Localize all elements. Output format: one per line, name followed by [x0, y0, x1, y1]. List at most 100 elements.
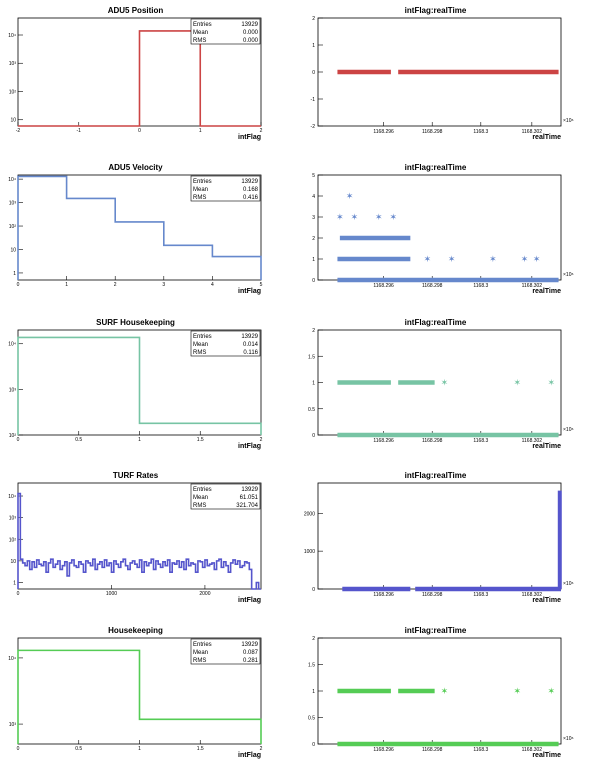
x-axis-label: intFlag	[238, 134, 261, 141]
histogram-line	[18, 30, 261, 127]
y-tick-label: 10²	[9, 433, 17, 439]
stats-mean-value: 0.087	[243, 650, 259, 656]
chart-title: intFlag:realTime	[405, 626, 467, 635]
y-tick-label: -2	[311, 124, 316, 130]
y-tick-label: 1.5	[308, 663, 315, 669]
x-tick-label: 1168.298	[422, 747, 443, 753]
x-axis-label: realTime	[532, 752, 561, 759]
x-tick-label: 0	[138, 128, 141, 134]
x-tick-label: 1168.296	[373, 747, 394, 753]
stats-box: Entries 13929 Mean 0.000 RMS 0.000	[190, 18, 261, 45]
x-axis-exponent: ×10⁶	[563, 118, 574, 124]
y-tick-label: 2	[312, 328, 315, 334]
histogram-line	[17, 175, 262, 280]
y-tick-label: 0.5	[308, 407, 315, 413]
y-tick-label: 2	[312, 16, 315, 22]
x-tick-label: 1168.296	[373, 283, 394, 289]
stats-rms-label: RMS	[193, 658, 206, 664]
stats-entries-value: 13929	[241, 179, 258, 185]
stats-box: Entries 13929 Mean 0.087 RMS 0.281	[190, 638, 261, 665]
chart-adu5-position: ADU5 Position intFlag -2 -1 0 1 2 10 10² 10³ 10⁴ En…	[8, 6, 262, 141]
y-tick-label: 1000	[304, 549, 315, 555]
chart-title: intFlag:realTime	[405, 163, 467, 172]
x-axis-label: realTime	[532, 597, 561, 604]
x-tick-label: 1168.302	[522, 283, 543, 289]
stats-rms-value: 321.704	[236, 503, 258, 509]
chart-title: intFlag:realTime	[405, 318, 467, 327]
chart-title: Housekeeping	[108, 626, 163, 635]
x-axis-exponent: ×10⁶	[563, 581, 574, 587]
stats-box-frame	[190, 175, 261, 202]
x-tick-label: 4	[211, 282, 214, 288]
chart-title: SURF Housekeeping	[96, 318, 175, 327]
stats-mean-label: Mean	[193, 650, 208, 656]
stats-rms-label: RMS	[193, 38, 206, 44]
y-tick-label: 10⁴	[8, 656, 16, 662]
x-axis-label: intFlag	[238, 443, 261, 450]
stats-mean-label: Mean	[193, 30, 208, 36]
stats-rms-value: 0.116	[243, 350, 258, 356]
star-marker: ✶	[521, 255, 529, 265]
y-tick-label: 1.5	[308, 354, 315, 360]
stats-entries-label: Entries	[193, 22, 212, 28]
y-tick-label: 0	[312, 587, 315, 593]
stats-box: Entries 13929 Mean 61.051 RMS 321.704	[190, 483, 261, 510]
star-marker: ✶	[336, 213, 344, 223]
chart-title: TURF Rates	[113, 471, 159, 480]
x-tick-label: 1168.298	[422, 129, 443, 135]
x-tick-label: 1168.296	[373, 438, 394, 444]
x-tick-label: 1168.302	[522, 592, 543, 598]
chart-turf-rates: TURF Rates intFlag 0 1000 2000 1 10 10² 10³ 10⁴ En…	[8, 471, 262, 604]
y-tick-label: 10	[10, 559, 16, 565]
star-marker: ✶	[424, 255, 432, 265]
stats-mean-value: 0.168	[243, 187, 259, 193]
stats-entries-value: 13929	[241, 22, 258, 28]
y-tick-label: 10³	[9, 516, 17, 522]
chart-title: ADU5 Velocity	[108, 163, 163, 172]
y-tick-label: 2	[312, 636, 315, 642]
y-tick-label: 0	[312, 70, 315, 76]
x-tick-label: 1168.302	[522, 438, 543, 444]
chart-surf-housekeeping-vs-time: intFlag:realTime realTime 0 0.5 1 1.5 2 1168.29…	[308, 318, 574, 450]
stats-mean-label: Mean	[193, 342, 208, 348]
y-tick-label: 1	[13, 580, 16, 586]
x-tick-label: 1168.3	[473, 438, 488, 444]
x-axis-label: realTime	[532, 288, 561, 295]
x-axis-label: intFlag	[238, 288, 261, 295]
y-tick-label: 1	[312, 689, 315, 695]
x-tick-label: 0	[17, 282, 20, 288]
x-tick-label: 0.5	[75, 746, 82, 752]
y-tick-label: 10³	[9, 387, 17, 393]
y-tick-label: 0.5	[308, 716, 315, 722]
chart-adu5-velocity-vs-time: intFlag:realTime realTime 0 1 2 3 4 5 1168.296 11…	[312, 163, 573, 295]
x-tick-label: 1	[138, 437, 141, 443]
stats-rms-label: RMS	[193, 195, 206, 201]
y-tick-label: 10⁴	[8, 33, 16, 39]
x-axis-exponent: ×10⁶	[563, 272, 574, 278]
stats-mean-value: 0.000	[243, 30, 259, 36]
y-tick-label: 10⁴	[8, 342, 16, 348]
stats-rms-label: RMS	[193, 350, 206, 356]
x-axis-label: realTime	[532, 134, 561, 141]
y-tick-label: 1	[312, 381, 315, 387]
x-tick-label: 1168.3	[473, 283, 488, 289]
y-tick-label: 10³	[9, 201, 17, 207]
star-marker: ✶	[375, 213, 383, 223]
stats-rms-label: RMS	[193, 503, 206, 509]
star-marker: ✶	[351, 213, 359, 223]
chart-title: intFlag:realTime	[405, 6, 467, 15]
plot-frame	[317, 482, 562, 590]
x-axis-label: intFlag	[238, 752, 261, 759]
chart-housekeeping-vs-time: intFlag:realTime realTime 0 0.5 1 1.5 2 1168.29…	[308, 626, 574, 759]
y-tick-label: 10²	[9, 224, 17, 230]
stats-mean-label: Mean	[193, 495, 208, 501]
x-axis-label: realTime	[532, 443, 561, 450]
x-axis-exponent: ×10⁶	[563, 427, 574, 433]
y-tick-label: 2	[312, 236, 315, 242]
x-tick-label: 2	[260, 437, 263, 443]
y-tick-label: 0	[312, 433, 315, 439]
stats-box-frame	[190, 18, 261, 45]
y-tick-label: 0	[312, 742, 315, 748]
stats-entries-value: 13929	[241, 487, 258, 493]
